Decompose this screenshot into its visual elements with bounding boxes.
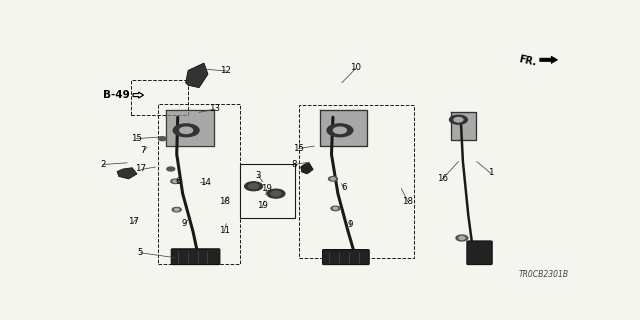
Circle shape bbox=[331, 206, 340, 211]
Text: 6: 6 bbox=[175, 177, 181, 186]
Circle shape bbox=[171, 179, 180, 184]
Bar bbox=[300, 105, 414, 258]
Polygon shape bbox=[166, 110, 214, 146]
Text: 15: 15 bbox=[131, 134, 141, 143]
Circle shape bbox=[244, 182, 262, 191]
Text: 5: 5 bbox=[138, 248, 143, 257]
FancyBboxPatch shape bbox=[172, 249, 220, 265]
Circle shape bbox=[172, 207, 181, 212]
Text: FR.: FR. bbox=[518, 54, 537, 68]
Text: 6: 6 bbox=[342, 183, 347, 192]
Polygon shape bbox=[451, 112, 476, 140]
Circle shape bbox=[331, 178, 335, 180]
Circle shape bbox=[459, 236, 465, 239]
Polygon shape bbox=[186, 63, 208, 88]
Circle shape bbox=[167, 167, 175, 171]
Polygon shape bbox=[133, 92, 143, 98]
Text: 14: 14 bbox=[200, 178, 211, 187]
FancyBboxPatch shape bbox=[467, 241, 492, 265]
Circle shape bbox=[449, 115, 467, 124]
Text: 18: 18 bbox=[219, 196, 230, 205]
Text: 18: 18 bbox=[403, 196, 413, 205]
Text: B-49: B-49 bbox=[103, 90, 129, 100]
Text: 10: 10 bbox=[350, 63, 361, 72]
Circle shape bbox=[327, 124, 353, 137]
Circle shape bbox=[173, 180, 177, 182]
Circle shape bbox=[454, 117, 463, 122]
Text: 12: 12 bbox=[220, 66, 231, 75]
Text: 17: 17 bbox=[127, 218, 139, 227]
Text: 1: 1 bbox=[488, 168, 493, 177]
Circle shape bbox=[267, 189, 285, 198]
Polygon shape bbox=[117, 168, 137, 179]
Polygon shape bbox=[540, 56, 557, 64]
Bar bbox=[158, 104, 240, 264]
Circle shape bbox=[456, 235, 468, 241]
Bar bbox=[240, 164, 295, 218]
Circle shape bbox=[328, 177, 337, 181]
Text: 9: 9 bbox=[348, 220, 353, 229]
Text: 2: 2 bbox=[100, 160, 106, 169]
Circle shape bbox=[180, 127, 193, 133]
Circle shape bbox=[271, 191, 281, 196]
Text: 19: 19 bbox=[257, 202, 268, 211]
Circle shape bbox=[173, 124, 199, 137]
Text: 7: 7 bbox=[141, 146, 146, 155]
Text: 15: 15 bbox=[293, 144, 304, 153]
Text: 8: 8 bbox=[292, 160, 297, 169]
Text: 3: 3 bbox=[256, 171, 261, 180]
Text: 17: 17 bbox=[136, 164, 147, 173]
Text: 19: 19 bbox=[261, 184, 272, 193]
Circle shape bbox=[248, 184, 259, 189]
Bar bbox=[131, 80, 188, 115]
Polygon shape bbox=[319, 110, 367, 146]
FancyBboxPatch shape bbox=[323, 250, 369, 265]
Polygon shape bbox=[301, 163, 313, 174]
Circle shape bbox=[333, 207, 338, 210]
Circle shape bbox=[175, 209, 179, 211]
Circle shape bbox=[158, 137, 166, 141]
Circle shape bbox=[333, 127, 346, 133]
Text: TR0CB2301B: TR0CB2301B bbox=[518, 270, 568, 279]
Text: 13: 13 bbox=[209, 104, 220, 113]
Text: 9: 9 bbox=[182, 219, 187, 228]
Text: 16: 16 bbox=[436, 174, 447, 183]
Text: 11: 11 bbox=[219, 226, 230, 235]
